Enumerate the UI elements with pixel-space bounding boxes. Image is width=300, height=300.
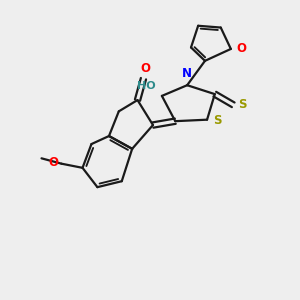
Text: HO: HO — [137, 81, 156, 92]
Text: S: S — [238, 98, 246, 111]
Text: N: N — [182, 67, 192, 80]
Text: O: O — [236, 42, 246, 56]
Text: O: O — [140, 62, 150, 75]
Text: O: O — [49, 156, 58, 169]
Text: S: S — [213, 114, 221, 127]
